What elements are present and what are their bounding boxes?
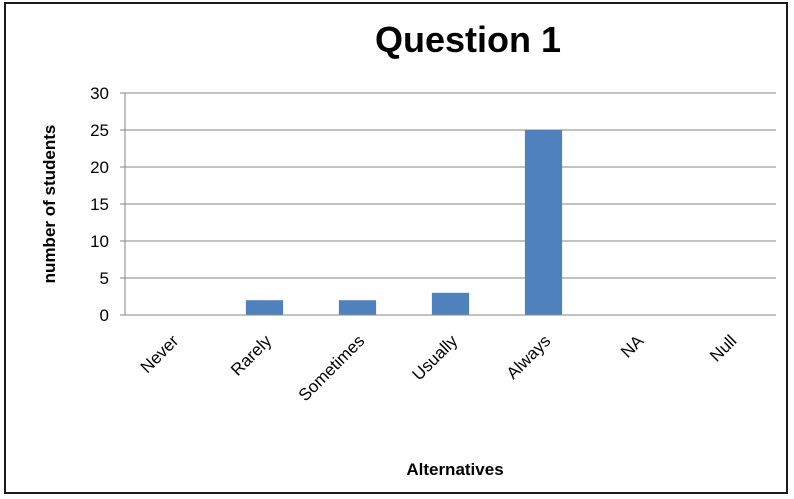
bar-rarely: [245, 300, 284, 315]
y-tick-label: 15: [90, 195, 109, 214]
x-tick-label: NA: [617, 331, 648, 362]
bar-sometimes: [338, 300, 377, 315]
x-tick-label: Always: [503, 331, 555, 383]
y-tick-label: 25: [90, 121, 109, 140]
x-tick-label: Sometimes: [295, 331, 369, 405]
chart-title: Question 1: [375, 19, 561, 60]
y-tick-label: 0: [100, 306, 109, 325]
x-tick-label: Rarely: [227, 331, 276, 380]
x-tick-labels: Never Rarely Sometimes Usually Always NA Null: [137, 331, 741, 405]
bar-usually: [431, 292, 470, 315]
chart-frame: [4, 2, 788, 494]
y-axis-label: number of students: [40, 125, 59, 284]
y-tick-labels: 0 5 10 15 20 25 30: [90, 84, 109, 325]
gridlines: [120, 92, 776, 316]
x-tick-label: Null: [706, 331, 740, 365]
y-tick-label: 30: [90, 84, 109, 103]
x-axis-label: Alternatives: [406, 460, 503, 479]
bars: [245, 130, 563, 315]
y-tick-label: 5: [100, 269, 109, 288]
y-tick-label: 10: [90, 232, 109, 251]
bar-always: [524, 130, 563, 315]
y-tick-label: 20: [90, 158, 109, 177]
x-tick-label: Never: [137, 331, 183, 377]
x-tick-label: Usually: [408, 331, 461, 384]
